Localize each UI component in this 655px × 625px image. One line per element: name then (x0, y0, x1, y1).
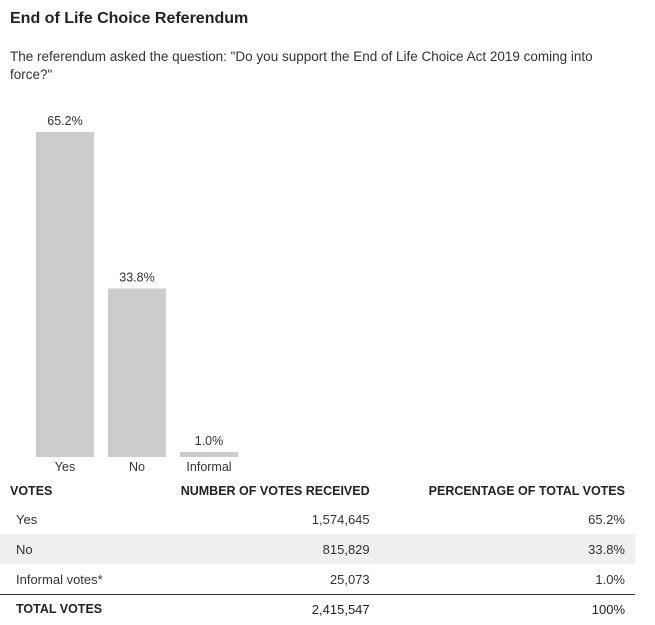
row-label: No (0, 534, 134, 564)
category-label-no: No (129, 460, 145, 474)
category-label-informal: Informal (186, 460, 231, 474)
row-label: Informal votes* (16, 571, 103, 587)
referendum-bar-chart: 65.2% Yes 33.8% No 1.0% Informal (36, 114, 238, 474)
results-table: VOTES NUMBER OF VOTES RECEIVED PERCENTAG… (0, 478, 635, 623)
row-votes: 815,829 (133, 534, 380, 564)
total-votes: 2,415,547 (133, 594, 380, 623)
page-title: End of Life Choice Referendum (10, 10, 249, 27)
data-label-yes: 65.2% (47, 114, 82, 128)
bar-informal (180, 452, 238, 457)
header-votes: VOTES (10, 484, 53, 498)
total-row: TOTAL VOTES 2,415,547 100% (0, 594, 635, 623)
data-label-no: 33.8% (119, 271, 154, 285)
row-votes: 25,073 (329, 571, 370, 587)
bar-yes (36, 132, 94, 457)
row-percentage: 33.8% (379, 534, 635, 564)
category-label-yes: Yes (55, 460, 75, 474)
row-percentage: 1.0% (595, 571, 625, 587)
total-label: TOTAL VOTES (0, 594, 134, 623)
data-label-informal: 1.0% (195, 434, 224, 448)
page-subtitle: The referendum asked the question: "Do y… (10, 49, 593, 82)
bar-no (108, 288, 166, 457)
table-row: No 815,829 33.8% (0, 534, 635, 564)
row-percentage: 65.2% (588, 511, 625, 527)
header-number-of-votes: NUMBER OF VOTES RECEIVED (180, 484, 370, 498)
header-percentage: PERCENTAGE OF TOTAL VOTES (428, 484, 625, 498)
row-votes: 1,574,645 (311, 511, 370, 527)
table-header-row: VOTES NUMBER OF VOTES RECEIVED PERCENTAG… (0, 478, 635, 504)
total-percentage: 100% (379, 594, 635, 623)
table-row: Yes 1,574,645 65.2% (0, 504, 635, 534)
row-label: Yes (16, 511, 38, 527)
table-row: Informal votes* 25,073 1.0% (0, 564, 635, 595)
